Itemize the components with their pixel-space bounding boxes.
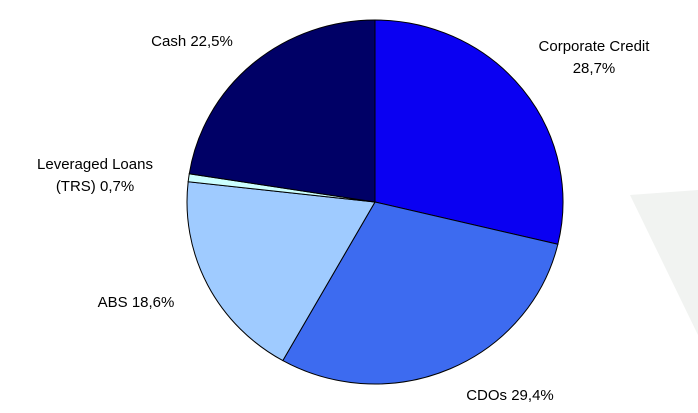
slice-cdos	[282, 201, 559, 385]
pie-labels: Corporate Credit 28,7% CDOs 29,4% ABS 18,6%…	[37, 33, 650, 404]
label-corporate-credit: Corporate Credit 28,7%	[539, 38, 651, 77]
label-line: 28,7%	[573, 60, 616, 77]
label-line: Leveraged Loans	[37, 156, 153, 173]
label-line: CDOs 29,4%	[466, 387, 554, 404]
label-line: ABS 18,6%	[98, 294, 175, 311]
background-watermark	[630, 190, 698, 335]
pie-slices	[186, 19, 564, 385]
label-abs: ABS 18,6%	[98, 294, 175, 311]
label-leveraged-loans-trs: Leveraged Loans (TRS) 0,7%	[37, 156, 153, 195]
label-line: (TRS) 0,7%	[56, 178, 134, 195]
label-cdos: CDOs 29,4%	[466, 387, 554, 404]
label-line: Cash 22,5%	[151, 33, 233, 50]
slice-corporate-credit	[374, 19, 564, 245]
slice-abs	[186, 181, 376, 362]
label-line: Corporate Credit	[539, 38, 651, 55]
label-cash: Cash 22,5%	[151, 33, 233, 50]
slice-cash	[188, 19, 376, 203]
